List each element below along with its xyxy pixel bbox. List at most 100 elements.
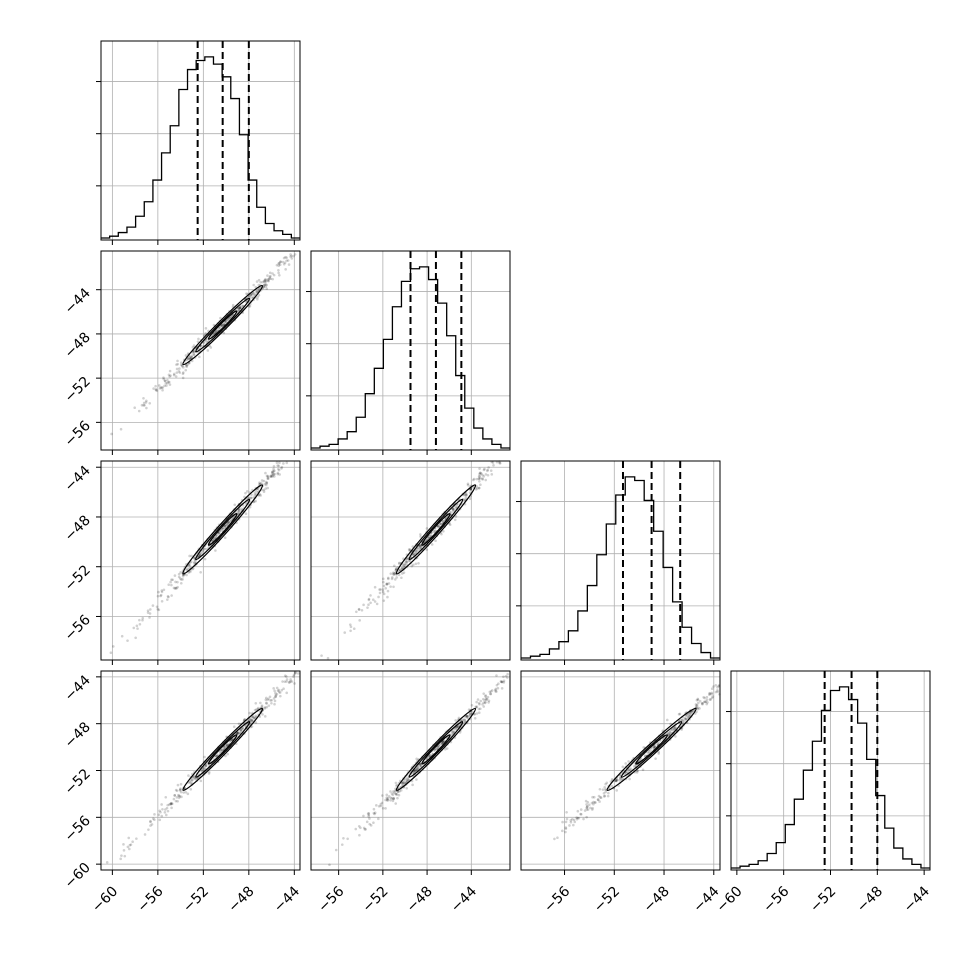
scatter-point: [277, 269, 280, 272]
scatter-point: [263, 482, 267, 486]
scatter-point: [203, 755, 206, 759]
scatter-point: [204, 331, 207, 335]
x-tick-label: −56: [760, 883, 792, 915]
scatter-point: [174, 580, 177, 584]
scatter-point: [355, 610, 358, 614]
scatter-point: [149, 824, 152, 827]
scatter-point: [148, 401, 152, 405]
scatter-point: [176, 580, 179, 584]
scatter-point: [500, 680, 503, 684]
scatter-point: [223, 524, 227, 527]
scatter-point: [482, 475, 486, 478]
x-tick-label: −56: [134, 883, 166, 915]
scatter-point: [264, 487, 268, 490]
scatter-point: [398, 561, 401, 565]
scatter-point: [263, 279, 267, 282]
scatter-point: [572, 823, 575, 827]
scatter-point: [264, 280, 268, 283]
scatter-point: [502, 681, 506, 684]
scatter-point: [252, 717, 256, 720]
scatter-point: [237, 511, 241, 514]
scatter-point: [711, 695, 715, 698]
scatter-point: [406, 778, 410, 781]
panel-frame: [730, 670, 931, 871]
scatter-point: [169, 580, 172, 584]
scatter-point: [214, 549, 217, 552]
scatter-point: [483, 698, 487, 702]
scatter-point: [372, 811, 376, 815]
scatter-point: [173, 794, 177, 797]
scatter-point: [128, 843, 132, 847]
scatter-point: [702, 700, 706, 704]
panel-frame: [310, 460, 511, 661]
scatter-point: [237, 509, 241, 512]
scatter-point: [584, 799, 588, 803]
scatter-point: [198, 553, 202, 556]
scatter-point: [680, 718, 684, 722]
scatter-point: [262, 284, 265, 287]
panel-3-1: −56 −52 −48 −44: [310, 670, 511, 916]
density-contour-2: [421, 512, 451, 546]
scatter-point: [209, 346, 213, 349]
scatter-point: [394, 792, 398, 796]
panel-2-1: [310, 460, 511, 665]
x-tick-label: −56: [541, 883, 573, 915]
scatter-point: [626, 770, 629, 774]
scatter-point: [487, 466, 490, 469]
scatter-point: [152, 387, 155, 390]
scatter-point: [610, 777, 614, 781]
scatter-point: [189, 787, 193, 791]
scatter-point: [599, 796, 602, 799]
scatter-point: [236, 732, 239, 735]
scatter-point: [279, 694, 282, 698]
scatter-point: [119, 427, 123, 431]
scatter-point: [206, 349, 210, 352]
scatter-point: [445, 747, 449, 750]
scatter-point: [412, 552, 416, 556]
scatter-point: [158, 818, 162, 822]
scatter-point: [379, 588, 382, 591]
scatter-point: [687, 715, 690, 719]
scatter-point: [273, 472, 277, 476]
scatter-point: [708, 693, 711, 697]
scatter-point: [710, 692, 713, 696]
scatter-point: [146, 611, 150, 614]
scatter-point: [414, 769, 417, 773]
scatter-point: [256, 487, 260, 491]
scatter-point: [276, 472, 280, 476]
scatter-point: [575, 816, 578, 819]
y-tick-label: −56: [62, 418, 94, 450]
scatter-point: [468, 497, 472, 501]
scatter-point: [482, 705, 486, 708]
scatter-point: [247, 496, 251, 500]
scatter-point: [703, 700, 707, 704]
scatter-point: [607, 791, 610, 795]
scatter-point: [367, 815, 370, 818]
scatter-point: [482, 468, 486, 472]
scatter-point: [172, 797, 176, 801]
scatter-point: [168, 375, 171, 378]
scatter-point: [281, 260, 285, 264]
scatter-point: [228, 740, 232, 743]
scatter-point: [126, 639, 129, 642]
scatter-point: [149, 819, 152, 823]
scatter-point: [647, 750, 651, 754]
scatter-point: [269, 274, 272, 278]
scatter-point: [264, 277, 267, 281]
scatter-point: [229, 739, 233, 742]
scatter-point: [454, 505, 457, 508]
scatter-point: [289, 680, 292, 683]
scatter-point: [286, 259, 290, 262]
scatter-point: [185, 358, 189, 362]
scatter-point: [292, 673, 296, 677]
scatter-point: [716, 686, 719, 689]
scatter-point: [489, 692, 492, 696]
scatter-point: [271, 470, 274, 473]
scatter-point: [266, 475, 270, 479]
scatter-point: [382, 580, 385, 584]
scatter-point: [166, 595, 170, 598]
scatter-point: [586, 808, 590, 811]
scatter-point: [468, 712, 472, 716]
scatter-point: [627, 769, 631, 772]
scatter-point: [489, 692, 493, 696]
